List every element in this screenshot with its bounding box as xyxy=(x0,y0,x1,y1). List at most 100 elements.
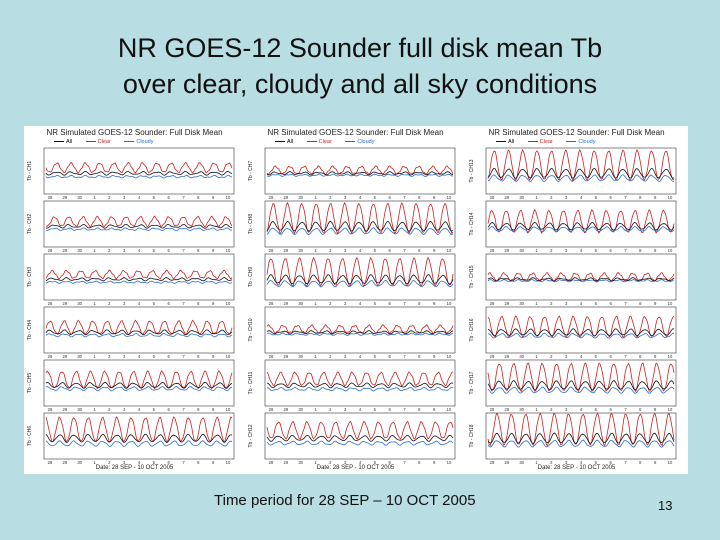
series-cloudy xyxy=(266,440,454,446)
x-tick-label: 10 xyxy=(668,195,673,200)
x-tick-label: 6 xyxy=(167,301,170,306)
x-tick-label: 3 xyxy=(123,248,126,253)
series-cloudy xyxy=(45,332,233,338)
series-cloudy xyxy=(487,332,675,339)
panel: Tb - CH16 28 29 30 1 2 3 4 5 6 7 8 9 10 xyxy=(469,306,677,359)
x-tick-label: 10 xyxy=(447,460,452,465)
series-clear xyxy=(487,412,675,447)
column-title: NR Simulated GOES-12 Sounder: Full Disk … xyxy=(488,128,665,137)
legend-cloudy: Cloudy xyxy=(566,139,595,145)
x-tick-label: 7 xyxy=(624,407,627,412)
x-tick-label: 29 xyxy=(62,248,67,253)
x-tick-label: 7 xyxy=(182,407,185,412)
y-axis-label: Tb - CH9 xyxy=(248,267,254,288)
x-tick-label: 7 xyxy=(624,460,627,465)
x-tick-label: 30 xyxy=(298,354,303,359)
panel-frame xyxy=(43,200,235,248)
x-tick-label: 1 xyxy=(535,354,538,359)
x-tick-label: 6 xyxy=(167,195,170,200)
x-tick-label: 28 xyxy=(48,301,53,306)
panel: Tb - CH11 28 29 30 1 2 3 4 5 6 7 8 9 10 xyxy=(248,359,456,412)
x-tick-label: 4 xyxy=(359,407,362,412)
x-tick-label: 4 xyxy=(138,460,141,465)
x-tick-label: 5 xyxy=(374,248,377,253)
x-tick-label: 29 xyxy=(504,407,509,412)
y-axis-label: Tb - CH11 xyxy=(248,371,254,394)
legend-all: All xyxy=(496,139,514,145)
x-tick-label: 10 xyxy=(226,195,231,200)
x-tick-label: 6 xyxy=(609,248,612,253)
x-tick-label: 9 xyxy=(433,195,436,200)
x-tick-label: 28 xyxy=(269,354,274,359)
x-tick-label: 28 xyxy=(48,354,53,359)
x-tick-label: 8 xyxy=(639,460,642,465)
series-clear xyxy=(487,148,675,182)
series-clear xyxy=(487,315,675,339)
x-tick-label: 5 xyxy=(153,460,156,465)
y-axis-label: Tb - CH15 xyxy=(469,265,475,288)
x-tick-label: 2 xyxy=(108,248,111,253)
x-tick-label: 4 xyxy=(359,195,362,200)
y-axis-label: Tb - CH8 xyxy=(248,214,254,235)
series-clear xyxy=(487,362,675,393)
panel: Tb - CH14 28 29 30 1 2 3 4 5 6 7 8 9 10 xyxy=(469,200,677,253)
x-tick-label: 2 xyxy=(550,248,553,253)
series-all xyxy=(45,433,233,443)
x-tick-label: 4 xyxy=(580,407,583,412)
x-tick-label: 7 xyxy=(403,460,406,465)
panel: Tb - CH12 28 29 30 1 2 3 4 5 6 7 8 9 10 xyxy=(248,412,456,465)
x-tick-label: 2 xyxy=(329,407,332,412)
x-tick-label: 30 xyxy=(77,460,82,465)
x-tick-label: 28 xyxy=(269,248,274,253)
x-tick-label: 29 xyxy=(62,301,67,306)
x-tick-label: 9 xyxy=(212,195,215,200)
x-tick-label: 29 xyxy=(283,407,288,412)
x-tick-label: 8 xyxy=(418,248,421,253)
x-tick-label: 5 xyxy=(595,354,598,359)
series-all xyxy=(45,223,232,229)
x-tick-label: 2 xyxy=(108,195,111,200)
x-tick-label: 7 xyxy=(182,301,185,306)
panel: Tb - CH4 28 29 30 1 2 3 4 5 6 7 8 9 10 xyxy=(27,306,235,359)
panel-frame xyxy=(264,253,456,301)
legend-all: All xyxy=(275,139,293,145)
x-tick-label: 8 xyxy=(418,195,421,200)
series-clear xyxy=(45,269,233,280)
legend-cloudy: Cloudy xyxy=(345,139,374,145)
x-tick-label: 3 xyxy=(565,460,568,465)
series-cloudy xyxy=(45,440,233,447)
x-tick-label: 4 xyxy=(580,248,583,253)
x-tick-label: 4 xyxy=(138,248,141,253)
series-all xyxy=(487,167,675,179)
x-tick-label: 3 xyxy=(123,354,126,359)
panel: Tb - CH13 28 29 30 1 2 3 4 5 6 7 8 9 10 xyxy=(469,147,677,200)
x-tick-label: 2 xyxy=(108,407,111,412)
x-tick-label: 7 xyxy=(182,460,185,465)
x-tick-label: 6 xyxy=(609,301,612,306)
x-tick-label: 7 xyxy=(624,354,627,359)
x-tick-label: 8 xyxy=(197,248,200,253)
y-axis-label: Tb - CH1 xyxy=(27,161,33,182)
x-tick-label: 5 xyxy=(595,195,598,200)
panel-frame xyxy=(264,412,456,460)
x-tick-label: 1 xyxy=(93,301,96,306)
series-cloudy xyxy=(45,227,232,232)
x-tick-label: 6 xyxy=(167,248,170,253)
x-tick-label: 10 xyxy=(447,301,452,306)
x-tick-label: 30 xyxy=(298,460,303,465)
panel-frame xyxy=(485,306,677,354)
x-tick-label: 1 xyxy=(93,407,96,412)
series-clear xyxy=(266,371,454,387)
x-tick-label: 5 xyxy=(153,248,156,253)
x-tick-label: 30 xyxy=(298,248,303,253)
series-all xyxy=(45,329,233,336)
panel-frame xyxy=(43,147,235,195)
chart-column-1: NR Simulated GOES-12 Sounder: Full Disk … xyxy=(24,126,245,474)
slide-title: NR GOES-12 Sounder full disk mean Tb ove… xyxy=(0,30,720,102)
y-axis-label: Tb - CH3 xyxy=(27,267,33,288)
panel-frame xyxy=(43,359,235,407)
page-number: 13 xyxy=(658,498,673,513)
series-cloudy xyxy=(45,280,233,284)
x-tick-label: 10 xyxy=(447,354,452,359)
